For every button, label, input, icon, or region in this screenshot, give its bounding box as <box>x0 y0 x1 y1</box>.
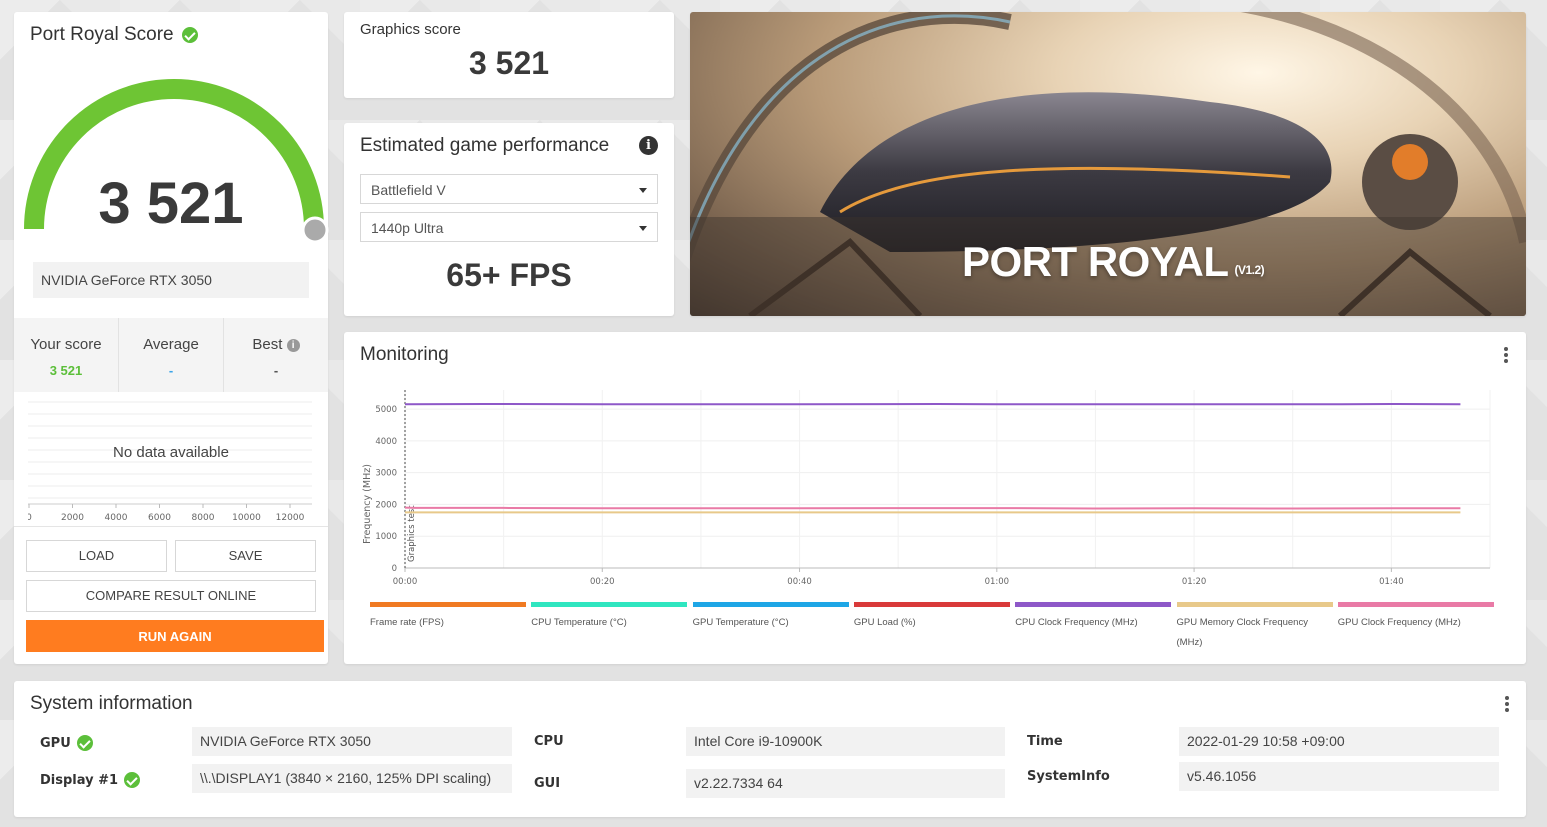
legend-label: CPU Temperature (°C) <box>531 617 627 628</box>
chevron-down-icon <box>639 188 647 193</box>
time-value: 2022-01-29 10:58 +09:00 <box>1179 727 1499 756</box>
check-icon <box>181 27 198 43</box>
gauge-arc <box>24 79 324 230</box>
gui-key: GUI <box>534 776 561 791</box>
check-icon <box>124 772 141 788</box>
system-information-card: System information GPU NVIDIA GeForce RT… <box>14 681 1526 817</box>
no-data-message: No data available <box>113 444 229 461</box>
legend-swatch <box>853 602 1010 607</box>
gpu-name: NVIDIA GeForce RTX 3050 <box>33 262 309 298</box>
histogram-tick-label: 8000 <box>192 513 215 520</box>
histogram-tick-label: 0 <box>28 513 32 520</box>
more-options-icon[interactable] <box>1504 347 1508 365</box>
gpu-value: NVIDIA GeForce RTX 3050 <box>192 727 512 756</box>
chart-y-tick: 2000 <box>375 500 397 510</box>
info-icon[interactable]: i <box>286 339 300 352</box>
legend-label: GPU Temperature (°C) <box>692 617 789 628</box>
score-title: Port Royal Score <box>30 24 198 46</box>
legend-label-continued: (MHz) <box>1176 637 1203 648</box>
chart-y-tick: 4000 <box>375 437 397 447</box>
benchmark-title: PORT ROYAL (V1.2) <box>962 238 1265 285</box>
legend-label: GPU Clock Frequency (MHz) <box>1337 617 1461 628</box>
histogram-tick-label: 12000 <box>276 513 305 520</box>
monitoring-title: Monitoring <box>360 344 449 365</box>
chart-x-tick: 01:40 <box>1379 577 1404 587</box>
legend-label: GPU Load (%) <box>853 617 916 628</box>
estimated-performance-card: Estimated game performance i Battlefield… <box>344 123 674 316</box>
run-again-button[interactable]: RUN AGAIN <box>26 620 324 652</box>
legend-item[interactable]: Frame rate (FPS) <box>370 602 526 642</box>
legend-label: Frame rate (FPS) <box>370 617 444 628</box>
gui-value: v2.22.7334 64 <box>686 769 1005 798</box>
best-score: Best i - <box>223 318 328 392</box>
chart-ylabel: Frequency (MHz) <box>362 464 373 544</box>
score-histogram: 0 2000 4000 6000 8000 10000 12000 <box>28 401 312 520</box>
banner-artwork <box>690 12 1526 316</box>
legend-item[interactable]: GPU Temperature (°C) <box>692 602 849 642</box>
legend-item[interactable]: CPU Temperature (°C) <box>531 602 688 642</box>
chart-x-tick: 00:00 <box>393 577 418 587</box>
gauge-knob <box>301 216 329 244</box>
monitoring-card: Monitoring Frequency (MHz) 0 1000 2000 3000… <box>344 332 1526 664</box>
estimated-performance-title: Estimated game performance <box>360 135 610 156</box>
legend-swatch <box>531 602 688 607</box>
compare-result-online-button[interactable]: COMPARE RESULT ONLINE <box>26 580 316 612</box>
time-key: Time <box>1027 734 1063 749</box>
score-gauge <box>24 79 329 244</box>
histogram-tick-label: 2000 <box>61 513 84 520</box>
chart-x-tick: 00:20 <box>590 577 615 587</box>
legend-item[interactable]: GPU Load (%) <box>853 602 1010 642</box>
chart-y-tick: 5000 <box>375 405 397 415</box>
test-marker-label: Graphics test <box>407 505 417 562</box>
chart-x-tick: 00:40 <box>787 577 812 587</box>
cpu-key: CPU <box>534 734 564 749</box>
chevron-down-icon <box>639 226 647 231</box>
display-key: Display #1 <box>40 772 141 788</box>
legend-item[interactable]: CPU Clock Frequency (MHz) <box>1015 602 1172 642</box>
legend-swatch <box>1337 602 1494 607</box>
average-score: Average - <box>118 318 223 392</box>
legend-item[interactable]: GPU Clock Frequency (MHz) <box>1337 602 1494 642</box>
systeminfo-key: SystemInfo <box>1027 769 1110 784</box>
legend-label: GPU Memory Clock Frequency <box>1176 617 1308 628</box>
series-line <box>404 506 1461 510</box>
histogram-tick-label: 6000 <box>148 513 171 520</box>
graphics-score-value: 3 521 <box>468 45 550 81</box>
save-button[interactable]: SAVE <box>175 540 316 572</box>
chart-y-tick: 0 <box>392 564 397 574</box>
load-button[interactable]: LOAD <box>26 540 167 572</box>
system-information-title: System information <box>30 693 193 714</box>
chart-x-tick: 01:00 <box>985 577 1010 587</box>
divider <box>14 526 328 527</box>
histogram-tick-label: 10000 <box>232 513 261 520</box>
legend-label: CPU Clock Frequency (MHz) <box>1015 617 1138 628</box>
graphics-score-label: Graphics score <box>360 21 461 38</box>
legend-swatch <box>1176 602 1333 607</box>
legend-item[interactable]: GPU Memory Clock Frequency (MHz) <box>1176 602 1333 648</box>
graphics-score-card: Graphics score 3 521 <box>344 12 674 98</box>
preset-select[interactable]: 1440p Ultra <box>360 212 658 242</box>
game-select[interactable]: Battlefield V <box>360 174 658 204</box>
your-score: Your score 3 521 <box>30 336 102 378</box>
legend-swatch <box>692 602 849 607</box>
score-card: Port Royal Score 3 521 NVIDIA GeForce RT… <box>14 12 329 664</box>
chart-y-tick: 3000 <box>375 469 397 479</box>
chart-y-tick: 1000 <box>375 532 397 542</box>
monitoring-chart: Frequency (MHz) 0 1000 2000 3000 4000 5000 00… <box>362 390 1491 587</box>
score-comparison: Your score 3 521 Average - Best i - <box>14 318 328 392</box>
benchmark-banner: PORT ROYAL (V1.2) <box>690 12 1526 316</box>
estimated-fps: 65+ FPS <box>446 257 572 293</box>
legend-swatch <box>370 602 526 607</box>
total-score: 3 521 <box>98 171 244 236</box>
histogram-tick-label: 4000 <box>105 513 128 520</box>
cpu-value: Intel Core i9-10900K <box>686 727 1005 756</box>
more-options-icon[interactable] <box>1505 696 1509 714</box>
systeminfo-value: v5.46.1056 <box>1179 762 1499 791</box>
display-value: \\.\DISPLAY1 (3840 × 2160, 125% DPI scal… <box>192 764 512 793</box>
info-icon[interactable]: i <box>639 136 658 155</box>
check-icon <box>76 735 93 751</box>
legend-swatch <box>1015 602 1172 607</box>
gpu-key: GPU <box>40 735 93 751</box>
chart-x-tick: 01:20 <box>1182 577 1207 587</box>
